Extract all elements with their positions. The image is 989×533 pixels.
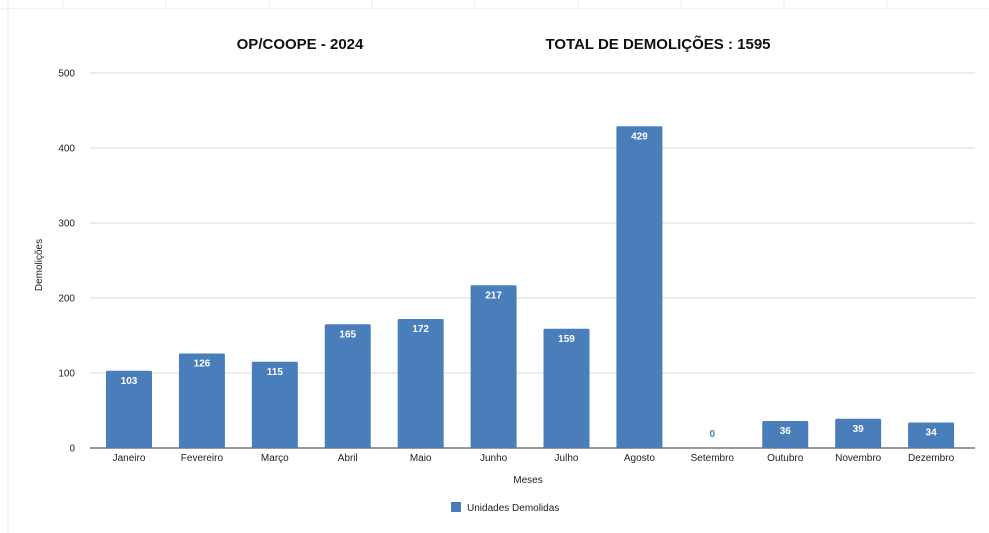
gridlines (90, 72, 975, 449)
y-axis-ticks: 0 100 200 300 400 500 (58, 69, 75, 455)
x-tick-label: Fevereiro (181, 453, 224, 464)
x-axis-ticks: Janeiro Fevereiro Março Abril Maio Junho Julho… (113, 453, 955, 464)
x-tick-label: Abril (338, 453, 358, 464)
data-label: 39 (853, 424, 865, 435)
data-label: 34 (926, 428, 938, 439)
y-tick-label: 0 (69, 444, 75, 455)
data-label: 429 (631, 131, 648, 142)
chart-title-right: TOTAL DE DEMOLIÇÕES : 1595 (545, 35, 770, 53)
bars: 103 126 115 165 172 217 159 429 0 36 39 34 (106, 126, 955, 448)
bar (324, 324, 371, 448)
x-tick-label: Maio (410, 453, 432, 464)
x-tick-label: Outubro (767, 453, 804, 464)
data-label: 126 (194, 359, 211, 370)
data-label: 159 (558, 334, 575, 345)
x-tick-label: Dezembro (908, 453, 955, 464)
data-label: 165 (339, 329, 356, 340)
bar (762, 421, 809, 448)
x-tick-label: Junho (480, 453, 508, 464)
x-tick-label: Novembro (835, 453, 882, 464)
data-label: 0 (710, 429, 716, 440)
bar (835, 418, 882, 448)
data-label: 36 (780, 426, 792, 437)
x-tick-label: Julho (555, 453, 579, 464)
x-tick-label: Setembro (691, 453, 735, 464)
y-tick-label: 100 (58, 369, 75, 380)
legend-swatch (451, 502, 461, 512)
y-tick-label: 200 (58, 294, 75, 305)
bar (397, 319, 444, 448)
bar (616, 126, 663, 448)
legend-label: Unidades Demolidas (467, 503, 559, 514)
chart-title-left: OP/COOPE - 2024 (237, 36, 364, 53)
bar (106, 370, 152, 448)
data-label: 172 (412, 324, 429, 335)
data-label: 115 (267, 367, 284, 378)
y-tick-label: 300 (58, 219, 75, 230)
y-axis-label: Demolições (34, 239, 45, 291)
x-axis-label: Meses (513, 475, 542, 486)
y-tick-label: 500 (58, 69, 75, 80)
bar (908, 422, 955, 448)
x-tick-label: Agosto (624, 453, 656, 464)
x-tick-label: Março (261, 453, 289, 464)
legend: Unidades Demolidas (451, 502, 559, 514)
bar (470, 285, 517, 448)
bar (178, 353, 225, 448)
bar (251, 361, 298, 448)
data-label: 217 (485, 290, 502, 301)
y-tick-label: 400 (58, 144, 75, 155)
x-tick-label: Janeiro (113, 453, 146, 464)
data-label: 103 (121, 376, 138, 387)
bar (543, 328, 590, 448)
